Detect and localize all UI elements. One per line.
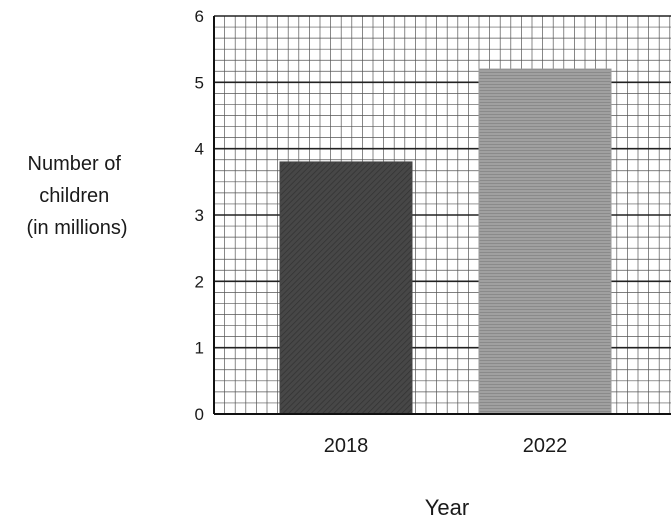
- y-tick-label: 3: [195, 206, 204, 225]
- bars: [279, 68, 612, 415]
- y-tick-label: 5: [195, 73, 204, 92]
- y-tick-labels: 0 1 2 3 4 5 6: [195, 7, 204, 424]
- y-tick-label: 4: [195, 140, 204, 159]
- y-tick-label: 6: [195, 7, 204, 26]
- y-axis-label-line-2: children: [39, 185, 109, 207]
- y-tick-label: 1: [195, 339, 204, 358]
- x-tick-label-2018: 2018: [324, 435, 369, 457]
- x-tick-labels: 2018 2022: [324, 435, 568, 457]
- y-tick-label: 0: [195, 405, 204, 424]
- x-axis-label: Year: [425, 495, 469, 520]
- bar-2022: [478, 68, 612, 415]
- x-tick-label-2022: 2022: [523, 435, 568, 457]
- y-axis-label-line-1: Number of: [28, 153, 122, 175]
- y-tick-label: 2: [195, 272, 204, 291]
- y-axis-label: Number of children (in millions): [26, 153, 127, 239]
- bar-2018: [279, 161, 413, 415]
- y-axis-label-line-3: (in millions): [26, 217, 127, 239]
